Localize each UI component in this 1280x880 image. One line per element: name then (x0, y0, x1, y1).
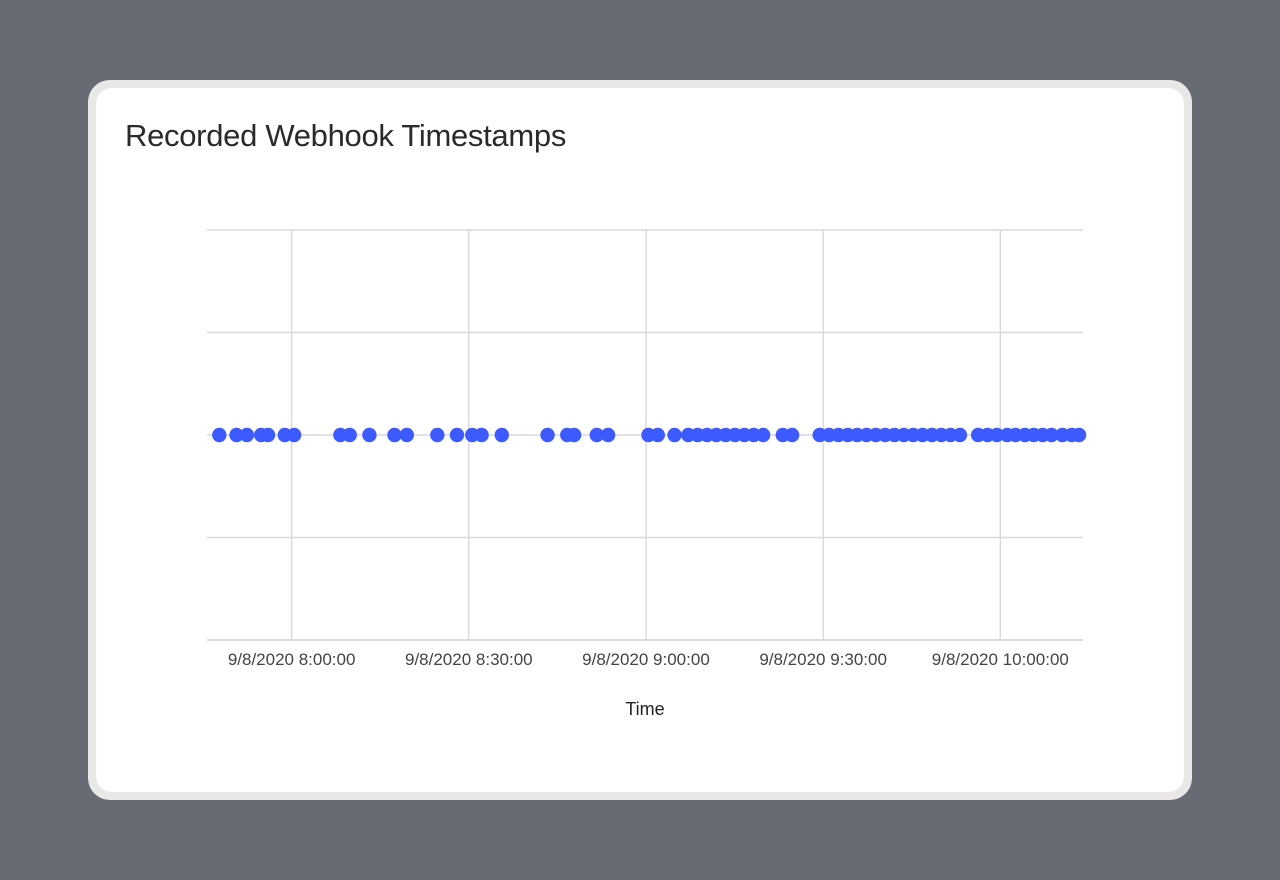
data-point[interactable] (1071, 427, 1087, 443)
scatter-plot: 9/8/2020 8:00:00 9/8/2020 8:30:00 9/8/2020… (207, 229, 1087, 719)
data-point[interactable] (1044, 427, 1059, 443)
data-point[interactable] (212, 427, 227, 443)
data-point[interactable] (449, 427, 465, 443)
x-axis-title: Time (625, 699, 664, 719)
data-point[interactable] (387, 427, 402, 443)
data-points (212, 427, 1087, 443)
data-point[interactable] (650, 427, 665, 443)
chart-title: Recorded Webhook Timestamps (125, 118, 567, 153)
x-tick-label: 9/8/2020 8:30:00 (405, 650, 533, 669)
data-point[interactable] (989, 427, 1005, 443)
data-point[interactable] (755, 427, 771, 443)
data-point[interactable] (260, 427, 276, 443)
x-tick-label: 9/8/2020 8:00:00 (228, 650, 356, 669)
x-tick-label: 9/8/2020 9:00:00 (582, 650, 710, 669)
data-point[interactable] (342, 427, 357, 443)
data-point[interactable] (474, 427, 489, 443)
data-point[interactable] (399, 427, 415, 443)
data-point[interactable] (430, 427, 445, 443)
data-point[interactable] (286, 427, 302, 443)
data-point[interactable] (362, 427, 377, 443)
data-point[interactable] (566, 427, 582, 443)
data-point[interactable] (229, 427, 244, 443)
data-point[interactable] (784, 427, 800, 443)
data-point[interactable] (589, 427, 604, 443)
chart-card-frame: Recorded Webhook Timestamps 9/8/2020 8:0… (88, 80, 1192, 800)
data-point[interactable] (667, 427, 682, 443)
x-tick-label: 9/8/2020 10:00:00 (932, 650, 1069, 669)
x-tick-label: 9/8/2020 9:30:00 (759, 650, 887, 669)
data-point[interactable] (494, 427, 509, 443)
data-point[interactable] (952, 427, 968, 443)
data-point[interactable] (600, 427, 616, 443)
x-tick-labels: 9/8/2020 8:00:00 9/8/2020 8:30:00 9/8/2020… (228, 650, 1069, 669)
data-point[interactable] (540, 427, 555, 443)
data-point[interactable] (239, 427, 255, 443)
chart-card: Recorded Webhook Timestamps 9/8/2020 8:0… (96, 88, 1184, 792)
